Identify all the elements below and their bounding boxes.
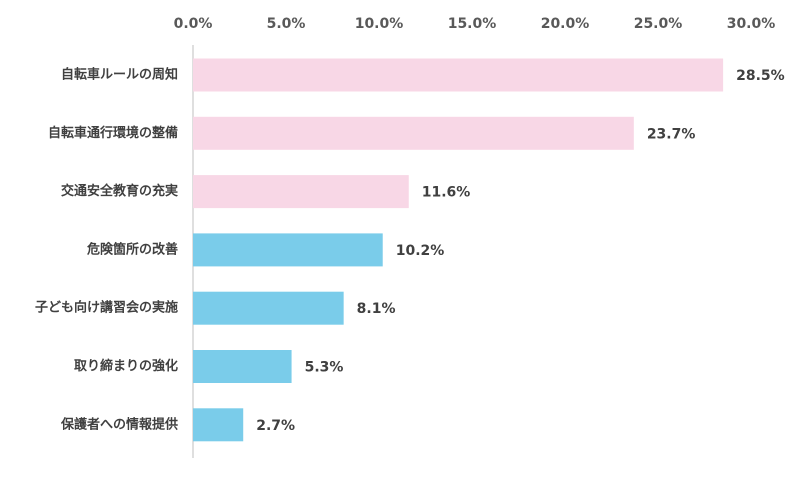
category-labels: 自転車ルールの周知自転車通行環境の整備交通安全教育の充実危険箇所の改善子ども向け… bbox=[35, 67, 178, 433]
x-axis-ticks: 0.0% 5.0% 10.0% 15.0% 20.0% 25.0% 30.0% bbox=[174, 16, 776, 32]
bar bbox=[193, 408, 244, 442]
x-tick-label: 30.0% bbox=[727, 16, 776, 32]
category-label: 危険箇所の改善 bbox=[87, 241, 178, 257]
x-tick-label: 15.0% bbox=[448, 16, 497, 32]
bar bbox=[193, 233, 383, 267]
x-tick-label: 10.0% bbox=[355, 16, 404, 32]
data-label: 8.1% bbox=[357, 301, 396, 317]
data-label: 23.7% bbox=[647, 126, 696, 142]
x-tick-label: 0.0% bbox=[174, 16, 213, 32]
x-tick-label: 20.0% bbox=[541, 16, 590, 32]
category-label: 自転車通行環境の整備 bbox=[48, 125, 178, 141]
category-label: 自転車ルールの周知 bbox=[61, 67, 178, 83]
data-label: 28.5% bbox=[736, 68, 785, 84]
bar bbox=[193, 350, 292, 383]
bar bbox=[193, 116, 634, 150]
data-label: 2.7% bbox=[256, 418, 295, 434]
bar bbox=[193, 58, 724, 92]
x-tick-label: 25.0% bbox=[634, 16, 683, 32]
bars-group bbox=[193, 58, 724, 442]
category-label: 子ども向け講習会の実施 bbox=[35, 300, 178, 316]
category-label: 取り締まりの強化 bbox=[74, 358, 178, 374]
x-tick-label: 5.0% bbox=[267, 16, 306, 32]
bar bbox=[193, 175, 409, 209]
value-labels: 28.5% 23.7% 11.6% 10.2% 8.1% 5.3% 2.7% bbox=[256, 68, 784, 434]
data-label: 10.2% bbox=[396, 243, 445, 259]
data-label: 5.3% bbox=[305, 360, 344, 376]
category-label: 交通安全教育の充実 bbox=[61, 183, 178, 199]
bar bbox=[193, 291, 344, 325]
category-label: 保護者への情報提供 bbox=[60, 416, 178, 432]
data-label: 11.6% bbox=[422, 185, 471, 201]
